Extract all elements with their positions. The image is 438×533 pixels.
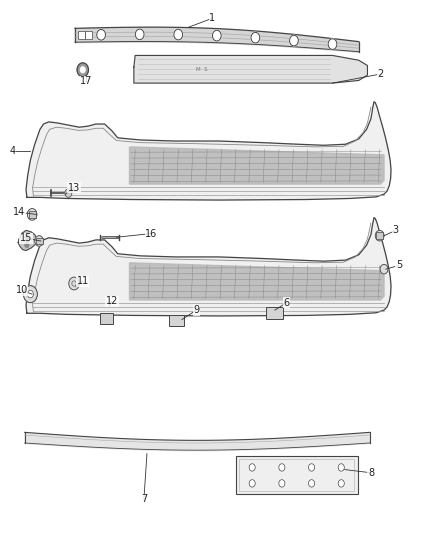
Bar [239,459,354,491]
Circle shape [338,480,344,487]
Text: M  S: M S [196,67,207,72]
Text: 15: 15 [20,233,32,244]
Circle shape [25,243,29,248]
Text: 11: 11 [77,277,89,286]
Circle shape [212,30,221,41]
Text: 5: 5 [396,261,402,270]
Text: 1: 1 [209,13,215,23]
Polygon shape [134,55,367,83]
Polygon shape [130,147,384,184]
Circle shape [23,286,37,303]
Text: 2: 2 [378,69,384,79]
Text: 3: 3 [393,225,399,236]
Polygon shape [130,263,384,300]
Circle shape [328,39,337,50]
Text: 10: 10 [15,286,28,295]
Circle shape [380,264,388,274]
Circle shape [375,230,384,241]
Circle shape [135,29,144,39]
Circle shape [308,480,314,487]
Circle shape [249,480,255,487]
Circle shape [97,29,106,40]
Circle shape [65,189,72,197]
Bar [236,456,358,494]
Circle shape [338,464,344,471]
Text: 4: 4 [10,146,16,156]
Circle shape [25,238,29,244]
Circle shape [174,29,183,40]
Circle shape [25,234,29,239]
Bar [35,238,42,244]
Bar [100,313,113,324]
Circle shape [77,63,88,77]
Bar [266,307,283,319]
Bar [376,232,383,239]
Circle shape [290,35,298,46]
Circle shape [249,464,255,471]
Text: 9: 9 [193,305,199,315]
Polygon shape [18,230,36,251]
Bar [28,211,35,217]
Circle shape [279,464,285,471]
Circle shape [80,67,85,73]
Circle shape [27,208,37,220]
Text: 14: 14 [13,207,25,217]
Bar [169,316,184,326]
Text: 8: 8 [368,468,374,478]
Text: 6: 6 [284,297,290,308]
Circle shape [251,33,260,43]
Circle shape [279,480,285,487]
Bar [85,31,92,39]
Circle shape [35,236,43,246]
Circle shape [69,277,79,290]
Polygon shape [26,217,391,316]
Text: 12: 12 [106,296,118,306]
Circle shape [308,464,314,471]
Text: 13: 13 [68,183,80,193]
Text: 16: 16 [145,229,157,239]
Circle shape [27,290,33,298]
Text: 17: 17 [80,77,92,86]
Bar [78,31,85,39]
Text: 7: 7 [141,494,147,504]
Polygon shape [26,102,391,200]
